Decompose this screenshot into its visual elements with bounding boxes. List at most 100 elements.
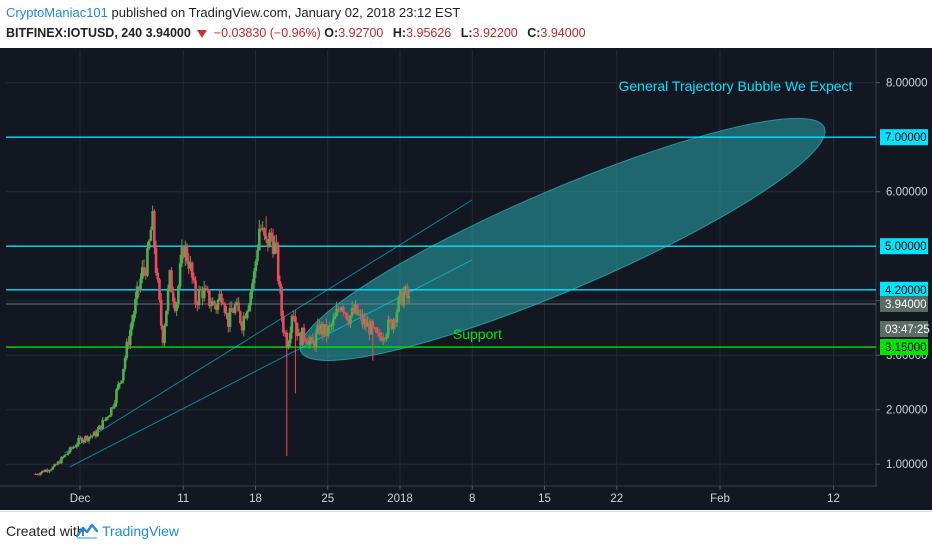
candle-body [309,337,313,341]
candle-body [67,452,70,455]
candle-body [373,327,376,329]
candle-body [242,315,246,331]
candle-body [275,242,278,245]
candle-body [80,437,84,443]
candle-body [216,300,220,310]
candle-body [371,321,375,328]
candle-body [115,389,118,404]
candle-body [381,338,385,341]
candle-body [70,447,74,449]
candle-body [347,319,351,325]
time-tick-label: 25 [321,493,334,505]
time-axis[interactable]: Dec 11 18 25 2018 8 15 22 Feb 12 [0,486,932,510]
time-tick-label: 8 [469,493,475,505]
candle-body [359,314,363,316]
annotations: General Trajectory Bubble We Expect Suppo… [453,78,853,342]
candle-body [118,383,122,385]
candle-body [94,431,98,437]
candle-body [362,319,366,325]
time-tick-label: Feb [710,493,730,505]
candle-body [72,446,75,449]
candle-body [103,419,106,421]
candle-body [56,461,60,465]
candle-body [166,288,170,311]
candle-body [357,314,361,316]
candle-body [125,341,129,358]
candle-body [264,235,268,240]
candle-body [111,407,115,409]
price-tick-label: 2.00000 [886,405,928,417]
candle-body [65,454,68,456]
candle-body [142,267,146,271]
price-chart[interactable]: General Trajectory Bubble We Expect Suppo… [0,48,932,510]
candle-body [313,343,316,348]
candle-body [196,303,199,306]
countdown-badge [880,321,928,338]
candle-body [282,316,285,333]
published-text: published on TradingView.com, January 02… [111,5,461,20]
candle-body [211,301,215,306]
candle-body [259,228,263,230]
candle-body [343,312,347,314]
candle-body [266,239,270,248]
candle-body [349,315,352,325]
low-value: 3.92200 [472,26,518,40]
candle-body [68,447,72,453]
candle-body [206,288,209,291]
candle-body [147,240,151,249]
candle-body [404,286,407,292]
candle-body [283,332,287,334]
down-triangle-icon [197,29,208,38]
candle-body [185,246,189,262]
candle-body [333,316,337,320]
candle-body [189,262,192,269]
candle-body [392,319,395,330]
symbol-label: BITFINEX:IOTUSD, 240 [6,26,143,40]
trend-line-upper [64,199,473,454]
candle-body [314,332,318,348]
candle-body [37,474,41,476]
candle-body [268,232,271,248]
high-value: 3.95626 [406,26,452,40]
candle-body [388,319,392,321]
resistance-level-badge [880,281,928,298]
candle-body [399,291,402,298]
resistance-level-label: 7.00000 [885,132,927,144]
candle-body [77,437,80,445]
candle-body [338,309,342,311]
resistance-level-badge [880,238,928,255]
candle-body [194,280,197,304]
candle-body [159,299,163,326]
candle-body [232,311,235,313]
candle-body [369,321,373,335]
candle-body [139,278,142,290]
resistance-level-label: 4.20000 [885,285,927,297]
tradingview-link[interactable]: TradingView [102,523,180,539]
candle-body [239,311,242,324]
candle-body [151,211,154,230]
candle-body [376,332,380,334]
author-link[interactable]: CryptoManiac101 [6,5,108,20]
candle-body [297,332,301,336]
last-price-badge [880,295,928,312]
candle-body [53,464,56,467]
candle-body [161,325,165,343]
time-tick-label: Dec [70,493,91,505]
bubble-annotation: General Trajectory Bubble We Expect [618,78,852,94]
price-axis[interactable]: 1.000002.000003.000004.000006.000008.000… [876,48,932,510]
candle-body [245,311,249,319]
candle-body [82,440,86,443]
candle-body [60,457,63,464]
open-label: O: [324,26,339,40]
tradingview-logo-icon[interactable] [76,522,98,540]
candle-body [330,325,333,327]
candle-body [96,429,99,437]
candle-body [208,290,211,306]
candle-body [337,308,340,310]
candle-body [290,315,294,333]
candle-body [278,281,282,287]
price-axis-background [877,48,932,510]
candle-body [39,472,43,475]
candle-body [182,247,185,258]
candle-body [280,286,283,317]
